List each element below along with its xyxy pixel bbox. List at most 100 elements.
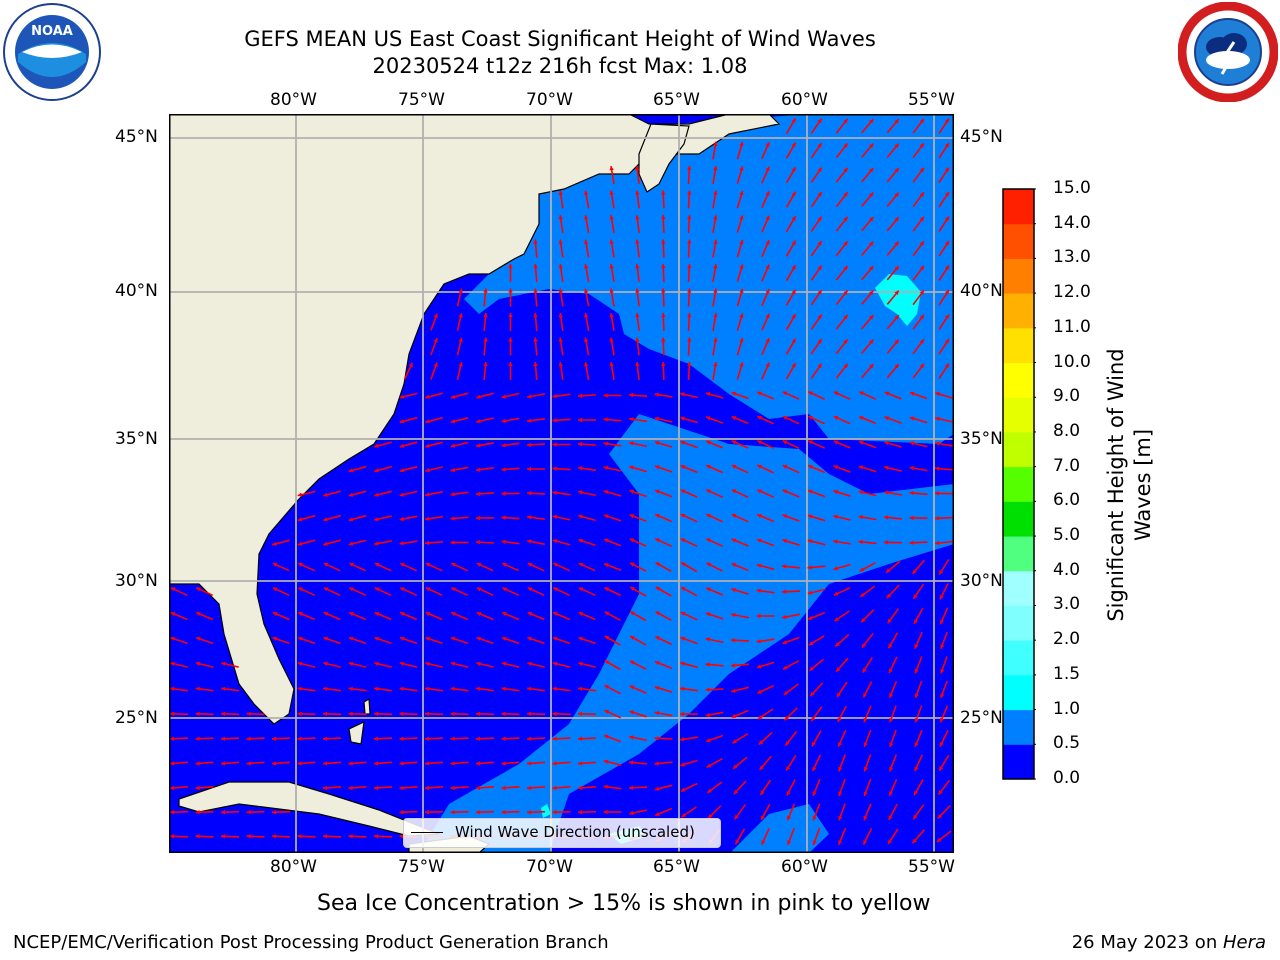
colorbar-segment xyxy=(1003,431,1034,468)
colorbar-segment xyxy=(1003,293,1034,329)
wave-direction-arrowhead xyxy=(609,215,614,220)
wave-direction-arrowhead xyxy=(765,264,770,270)
wave-direction-arrowhead xyxy=(629,735,634,740)
wave-direction-arrowhead xyxy=(817,290,822,295)
wave-direction-arrowhead xyxy=(584,190,589,195)
wave-direction-arrowhead xyxy=(348,761,353,766)
wave-direction-arrowhead xyxy=(838,791,843,796)
lon-tick-top-55w: 55°W xyxy=(908,90,955,110)
wave-direction-arrowhead xyxy=(195,834,200,839)
wave-direction-arrowhead xyxy=(527,394,532,399)
wave-direction-arrowhead xyxy=(603,490,609,495)
wave-direction-arrowhead xyxy=(919,216,924,222)
wave-direction-arrowhead xyxy=(476,711,481,716)
wave-direction-arrowhead xyxy=(661,215,666,220)
wave-direction-arrowhead xyxy=(680,392,685,397)
wave-direction-arrowhead xyxy=(450,540,455,545)
wave-direction-arrowhead xyxy=(246,711,251,716)
wave-direction-arrowhead xyxy=(919,265,924,271)
wave-direction-arrowhead xyxy=(578,785,583,791)
wave-direction-arrowhead xyxy=(833,465,839,470)
wave-direction-arrowhead xyxy=(584,264,589,269)
wave-direction-arrowhead xyxy=(584,362,589,367)
wave-direction-arrowhead xyxy=(629,538,635,543)
colorbar-segment xyxy=(1003,258,1034,294)
wave-direction-arrowhead xyxy=(603,393,608,398)
wave-direction-arrowhead xyxy=(886,593,892,599)
wave-direction-arrowhead xyxy=(705,712,710,718)
wave-direction-arrowhead xyxy=(687,313,692,318)
wave-direction-arrowhead xyxy=(889,742,894,747)
wave-direction-arrowhead xyxy=(298,612,303,617)
wave-direction-arrowhead xyxy=(170,661,175,666)
wave-direction-arrowhead xyxy=(687,264,692,269)
wave-direction-arrowhead xyxy=(508,264,513,268)
wave-direction-arrowhead xyxy=(170,834,175,839)
wave-direction-arrowhead xyxy=(558,337,563,342)
wave-direction-arrowhead xyxy=(944,167,949,172)
wave-direction-arrowhead xyxy=(297,736,302,741)
wave-direction-arrowhead xyxy=(654,416,660,422)
wave-direction-arrowhead xyxy=(476,661,481,666)
wave-direction-arrowhead xyxy=(940,619,944,625)
wave-direction-arrowhead xyxy=(399,686,404,691)
wave-direction-arrowhead xyxy=(654,686,660,691)
wave-direction-arrowhead xyxy=(859,391,864,396)
wave-direction-arrowhead xyxy=(629,489,634,494)
wave-direction-arrowhead xyxy=(450,785,455,791)
wave-direction-arrowhead xyxy=(527,418,532,423)
wave-direction-arrowhead xyxy=(765,313,770,319)
wave-direction-arrowhead xyxy=(884,391,890,396)
footer-machine: Hera xyxy=(1222,932,1266,953)
wave-direction-arrowhead xyxy=(508,288,513,293)
colorbar-tick-label: 5.0 xyxy=(1053,525,1081,546)
wave-direction-arrowhead xyxy=(533,239,538,244)
colorbar-segment xyxy=(1003,570,1034,606)
wave-direction-arrowhead xyxy=(661,190,666,195)
wave-direction-arrowhead xyxy=(348,785,353,791)
wave-direction-arrowhead xyxy=(863,791,868,796)
wave-direction-arrowhead xyxy=(451,587,456,592)
wave-direction-arrowhead xyxy=(739,190,744,196)
footer-left: NCEP/EMC/Verification Post Processing Pr… xyxy=(13,932,609,953)
wave-direction-arrowhead xyxy=(655,636,660,641)
wave-direction-arrowhead xyxy=(630,562,635,567)
wave-direction-arrowhead xyxy=(944,192,949,197)
wave-direction-arrowhead xyxy=(869,168,874,173)
wave-direction-arrowhead xyxy=(298,636,303,641)
wave-direction-arrowhead xyxy=(765,166,770,172)
wave-direction-arrowhead xyxy=(731,391,736,396)
colorbar-tick-label: 14.0 xyxy=(1053,212,1091,233)
wave-direction-arrowhead xyxy=(833,566,838,571)
wave-direction-arrowhead xyxy=(348,468,354,473)
wave-direction-arrowhead xyxy=(578,761,583,766)
wave-direction-arrowhead xyxy=(869,119,874,124)
wave-direction-arrowhead xyxy=(791,265,796,270)
wave-direction-arrowhead xyxy=(889,717,894,723)
wave-direction-arrowhead xyxy=(527,466,531,472)
wave-direction-arrowhead xyxy=(940,693,945,698)
wave-direction-arrowhead xyxy=(782,589,787,594)
wave-direction-arrowhead xyxy=(783,690,789,695)
wave-direction-arrowhead xyxy=(791,216,796,221)
wave-direction-arrowhead xyxy=(374,686,379,691)
wave-direction-arrowhead xyxy=(757,464,762,469)
wave-direction-arrowhead xyxy=(654,392,659,397)
wave-direction-arrowhead xyxy=(501,491,506,496)
wave-direction-arrowhead xyxy=(912,569,917,574)
wave-direction-arrowhead xyxy=(450,419,456,424)
wave-direction-arrowhead xyxy=(476,587,482,592)
wave-direction-arrowhead xyxy=(680,489,686,494)
wave-direction-arrowhead xyxy=(894,364,899,369)
wave-direction-arrowhead xyxy=(838,815,843,821)
wave-direction-arrowhead xyxy=(739,362,744,367)
wave-direction-arrowhead xyxy=(399,761,404,766)
wave-direction-arrowhead xyxy=(817,192,822,197)
wave-direction-arrowhead xyxy=(635,288,640,293)
wave-direction-arrowhead xyxy=(707,788,712,793)
wave-direction-arrowhead xyxy=(817,241,822,246)
wave-direction-arrowhead xyxy=(808,465,813,470)
lat-tick-right-30n: 30°N xyxy=(960,571,1003,591)
wave-direction-arrowhead xyxy=(914,644,919,649)
wave-direction-arrowhead xyxy=(609,264,614,269)
